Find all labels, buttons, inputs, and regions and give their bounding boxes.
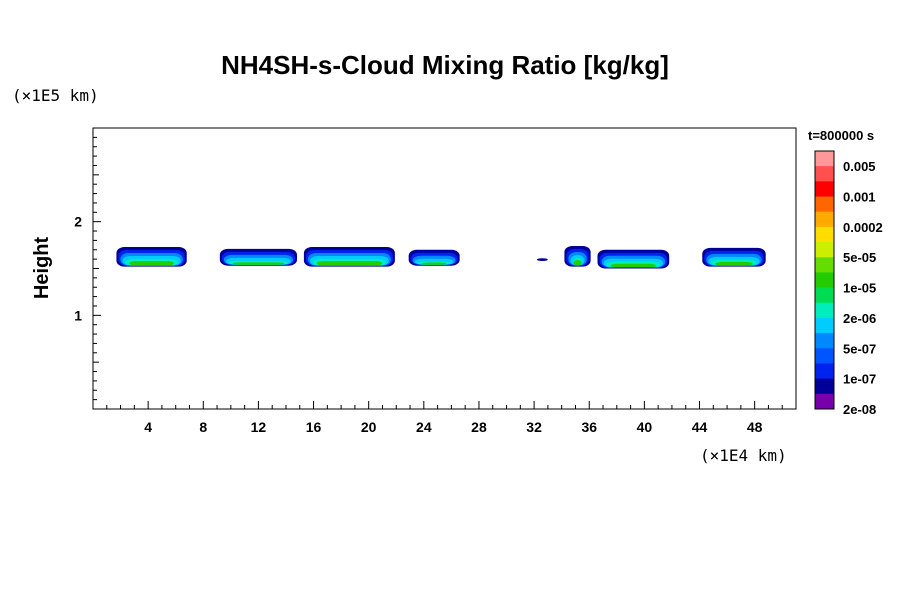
colorbar-label: 5e-05	[843, 250, 876, 265]
colorbar-swatch	[815, 151, 834, 167]
cloud-layer	[715, 261, 753, 266]
cloud-blob	[219, 248, 298, 266]
colorbar-frame	[814, 150, 835, 410]
cloud-layer	[232, 262, 285, 265]
x-axis: 4 8 12 16 20 24 28 32 36 40 44 48	[106, 401, 783, 435]
colorbar: 0.005 0.001 0.0002 5e-05 1e-05 2e-06 5e-07 1e-0…	[814, 150, 883, 417]
cloud-layer	[421, 262, 447, 265]
x-tick-label: 24	[416, 419, 432, 435]
colorbar-label: 2e-06	[843, 311, 876, 326]
time-label: t=800000 s	[808, 128, 874, 143]
colorbar-swatch	[815, 333, 834, 349]
x-tick-label: 20	[361, 419, 377, 435]
x-tick-label: 16	[306, 419, 322, 435]
cloud-field	[116, 246, 766, 269]
cloud-layer	[573, 260, 582, 266]
colorbar-swatch	[815, 211, 834, 228]
cloud-blob	[536, 258, 548, 262]
y-unit-label: (×1E5 km)	[12, 86, 99, 105]
colorbar-swatch	[815, 257, 834, 273]
colorbar-swatch	[815, 226, 834, 243]
colorbar-label: 0.001	[843, 190, 876, 205]
y-axis-label: Height	[31, 237, 53, 300]
x-tick-label: 28	[471, 419, 487, 435]
cloud-layer	[129, 260, 174, 266]
x-tick-label: 36	[581, 419, 597, 435]
colorbar-label: 5e-07	[843, 341, 876, 356]
y-tick-label: 1	[74, 307, 82, 323]
y-tick-label: 2	[74, 214, 82, 230]
colorbar-swatch	[815, 196, 834, 213]
colorbar-swatch	[815, 166, 834, 182]
x-tick-label: 4	[144, 419, 152, 435]
cloud-blob	[597, 249, 670, 269]
cloud-blob	[702, 247, 766, 267]
cloud-blob	[564, 246, 591, 267]
colorbar-label: 2e-08	[843, 402, 876, 417]
colorbar-swatch	[815, 363, 834, 380]
colorbar-swatch	[815, 302, 834, 319]
colorbar-swatch	[815, 348, 834, 364]
chart-title: NH4SH-s-Cloud Mixing Ratio [kg/kg]	[221, 50, 669, 80]
colorbar-swatch	[815, 317, 834, 334]
x-tick-label: 8	[199, 419, 207, 435]
x-tick-label: 44	[692, 419, 708, 435]
colorbar-label: 1e-07	[843, 372, 876, 387]
colorbar-label: 0.005	[843, 159, 876, 174]
colorbar-swatch	[815, 272, 834, 289]
cloud-layer	[610, 263, 657, 268]
colorbar-swatch	[815, 181, 834, 198]
x-tick-label: 40	[637, 419, 653, 435]
colorbar-label: 1e-05	[843, 281, 876, 296]
cloud-blob	[116, 246, 187, 267]
cloud-blob	[303, 246, 395, 267]
cloud-layer	[316, 260, 382, 266]
cloud-layer	[536, 258, 548, 262]
colorbar-label: 0.0002	[843, 220, 883, 235]
colorbar-swatch	[815, 287, 834, 304]
x-unit-label: (×1E4 km)	[700, 446, 787, 465]
plot-frame	[92, 127, 797, 410]
y-axis: 12	[74, 136, 101, 401]
colorbar-swatch	[815, 378, 834, 395]
x-tick-label: 32	[526, 419, 542, 435]
colorbar-swatch	[815, 393, 834, 410]
cloud-blob	[408, 249, 460, 266]
colorbar-swatch	[815, 242, 834, 258]
x-tick-label: 12	[251, 419, 267, 435]
x-tick-label: 48	[747, 419, 763, 435]
